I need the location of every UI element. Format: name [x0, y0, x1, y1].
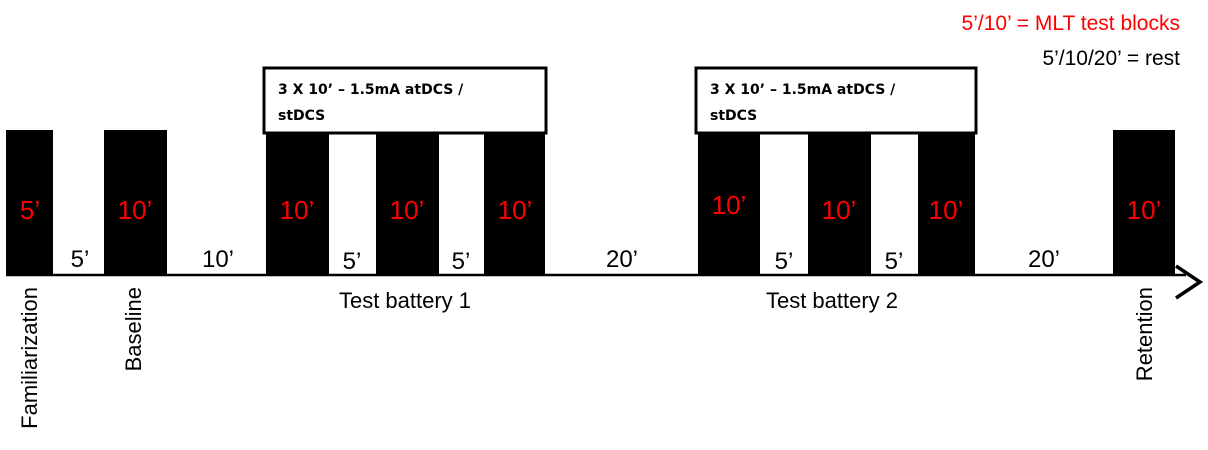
test-block-label: 10’	[118, 195, 153, 225]
phase-label-retention: Retention	[1132, 287, 1157, 381]
phase-label-test-battery-1: Test battery 1	[339, 288, 471, 313]
rest-period-label: 20’	[606, 246, 638, 273]
rest-period-label: 5’	[775, 248, 794, 275]
stimulation-box-2: 3 X 10’ – 1.5mA atDCS / stDCS	[694, 66, 978, 135]
test-block-tb2-a	[698, 133, 760, 275]
rest-period-label: 5’	[71, 246, 90, 273]
test-block-tb1-b	[376, 133, 439, 275]
rest-period-label: 5’	[452, 248, 471, 275]
test-block-label: 10’	[1127, 195, 1162, 225]
test-block-tb1-a	[266, 133, 329, 275]
stimulation-box-1-line1: 3 X 10’ – 1.5mA atDCS /	[278, 82, 464, 98]
stimulation-box-1: 3 X 10’ – 1.5mA atDCS / stDCS	[262, 66, 548, 135]
test-block-familiarization	[6, 130, 53, 275]
test-block-label: 10’	[280, 195, 315, 225]
test-block-tb1-c	[484, 133, 545, 275]
test-block-tb2-b	[808, 133, 871, 275]
rest-period-label: 20’	[1028, 246, 1060, 273]
test-block-label: 10’	[390, 195, 425, 225]
stimulation-box-2-line1: 3 X 10’ – 1.5mA atDCS /	[710, 82, 896, 98]
test-block-label: 10’	[712, 190, 747, 220]
phase-label-familiarization: Familiarization	[17, 287, 42, 429]
test-block-baseline	[104, 130, 167, 275]
test-block-label: 10’	[822, 195, 857, 225]
rest-period-label: 5’	[343, 248, 362, 275]
test-block-tb2-c	[918, 133, 975, 275]
legend-rest-text: 5’/10/20’ = rest	[1042, 47, 1180, 70]
stimulation-box-1-line2: stDCS	[278, 108, 325, 124]
test-blocks	[6, 130, 1175, 275]
test-block-label: 10’	[929, 195, 964, 225]
rest-period-label: 5’	[885, 248, 904, 275]
rest-period-labels: 5’ 10’ 5’ 5’ 20’ 5’ 5’ 20’	[71, 246, 1060, 275]
test-block-label: 10’	[498, 195, 533, 225]
legend-mlt-text: 5’/10’ = MLT test blocks	[962, 12, 1180, 35]
phase-label-test-battery-2: Test battery 2	[766, 288, 898, 313]
stimulation-box-2-line2: stDCS	[710, 108, 757, 124]
timeline-arrowhead	[1175, 264, 1204, 300]
phase-label-baseline: Baseline	[121, 287, 146, 371]
test-block-label: 5’	[20, 195, 40, 225]
rest-period-label: 10’	[202, 246, 234, 273]
test-block-labels: 5’ 10’ 10’ 10’ 10’ 10’ 10’ 10’ 10’	[20, 190, 1161, 225]
test-block-retention	[1113, 130, 1175, 275]
